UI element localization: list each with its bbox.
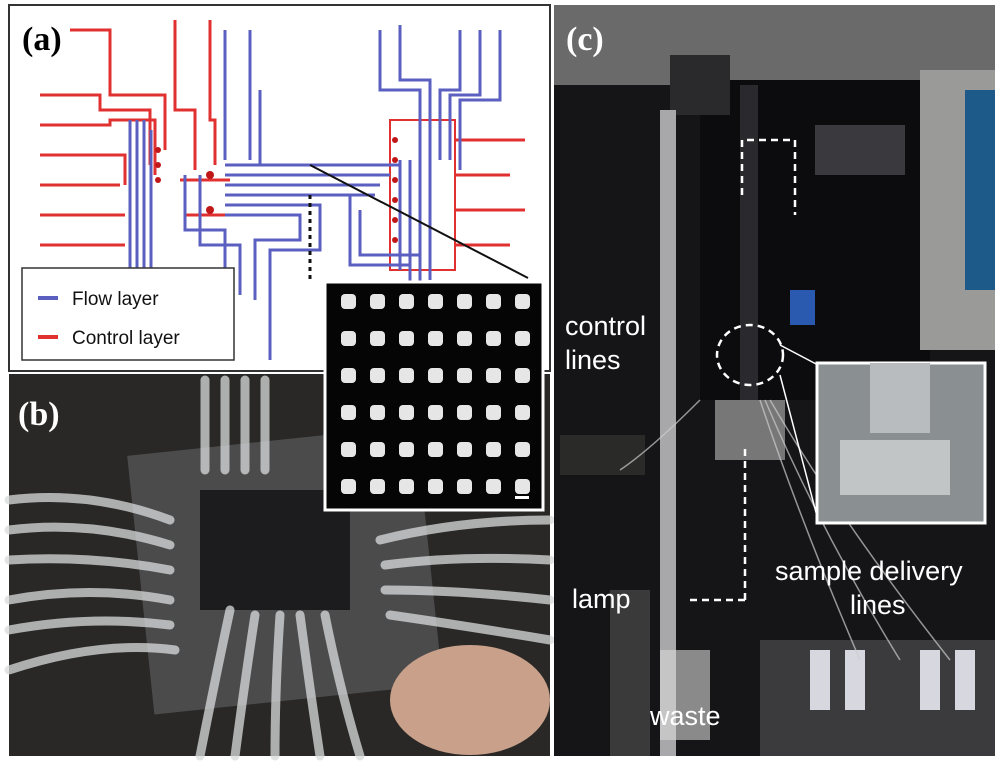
- micropillar: [428, 479, 443, 494]
- micropillar: [370, 294, 385, 309]
- micropillar: [399, 368, 414, 383]
- micropillar: [486, 331, 501, 346]
- micropillar: [399, 442, 414, 457]
- micropillar: [486, 294, 501, 309]
- micropillar: [341, 294, 356, 309]
- micropillar: [370, 331, 385, 346]
- annotation: waste: [649, 701, 721, 731]
- micropillar: [515, 368, 530, 383]
- panel-label: (a): [22, 21, 62, 58]
- micropillar: [399, 294, 414, 309]
- micropillar: [457, 294, 472, 309]
- panel-label: (c): [566, 21, 604, 58]
- micropillar: [515, 294, 530, 309]
- scale-bar: [515, 496, 529, 499]
- chip-holder: [840, 440, 950, 495]
- micropillar: [370, 405, 385, 420]
- micropillar: [486, 405, 501, 420]
- legend-label: Flow layer: [72, 289, 159, 310]
- annotation: lamp: [572, 584, 631, 614]
- micropillar: [457, 368, 472, 383]
- micropillar: [457, 479, 472, 494]
- micropillar: [399, 405, 414, 420]
- micropillar: [341, 442, 356, 457]
- micropillar: [515, 331, 530, 346]
- annotation: lines: [850, 590, 906, 620]
- micropillar: [341, 331, 356, 346]
- micropillar: [515, 442, 530, 457]
- micropillar: [399, 479, 414, 494]
- micropillar: [428, 442, 443, 457]
- micropillar: [428, 405, 443, 420]
- panel-label: (b): [18, 396, 60, 433]
- annotation: sample delivery: [775, 556, 963, 586]
- micropillar: [515, 479, 530, 494]
- micropillar: [457, 331, 472, 346]
- micrograph-inset: [325, 282, 543, 510]
- micropillar: [399, 331, 414, 346]
- annotation: lines: [565, 345, 621, 375]
- micropillar: [370, 442, 385, 457]
- micropillar: [341, 479, 356, 494]
- micropillar: [341, 368, 356, 383]
- micropillar: [486, 442, 501, 457]
- micropillar: [428, 368, 443, 383]
- micropillar: [428, 331, 443, 346]
- legend-label: Control layer: [72, 328, 180, 349]
- micropillar: [457, 442, 472, 457]
- annotation: control: [565, 311, 646, 341]
- micropillar: [515, 405, 530, 420]
- micropillar: [370, 479, 385, 494]
- micropillar: [428, 294, 443, 309]
- figure: Flow layer Control layer (a) (b): [0, 0, 998, 761]
- micropillar: [341, 405, 356, 420]
- micropillar: [486, 479, 501, 494]
- micropillar: [457, 405, 472, 420]
- micropillar: [370, 368, 385, 383]
- objective: [870, 363, 930, 433]
- micropillar: [486, 368, 501, 383]
